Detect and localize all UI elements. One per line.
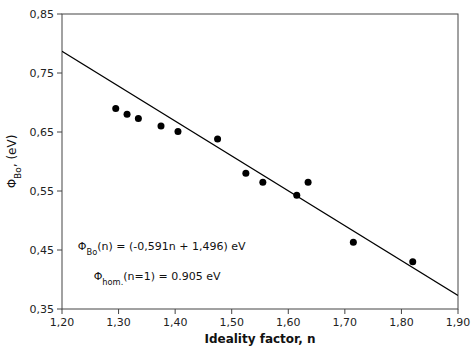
x-tick (62, 309, 63, 314)
x-tick-label: 1,60 (276, 316, 301, 329)
y-tick (57, 132, 62, 133)
axes: 1,20 1,30 1,40 1,50 1,60 1,70 1,80 1,90 0,35 0,45… (30, 8, 471, 329)
annotation: Φhom.(n=1) = 0.905 eV (94, 270, 221, 287)
x-tick (231, 309, 232, 314)
y-axis-label: ΦBo, (eV) (5, 135, 23, 189)
y-tick-label: 0,75 (30, 67, 55, 80)
x-tick-label: 1,40 (163, 316, 188, 329)
text-part: Φ (5, 179, 19, 188)
y-tick (57, 250, 62, 251)
data-point (242, 170, 249, 177)
x-tick-label: 1,70 (333, 316, 358, 329)
data-point (112, 105, 119, 112)
data-point (259, 179, 266, 186)
x-tick-label: 1,50 (219, 316, 244, 329)
x-tick (175, 309, 176, 314)
x-tick (344, 309, 345, 314)
text-part: (n) = (-0,591n + 1,496) eV (97, 240, 246, 253)
y-tick-label: 0,85 (30, 8, 55, 21)
x-tick (288, 309, 289, 314)
x-tick-label: 1,30 (106, 316, 131, 329)
plot-area (62, 51, 458, 295)
y-tick (57, 191, 62, 192)
data-point (174, 128, 181, 135)
y-tick (57, 309, 62, 310)
text-subscript: hom. (102, 277, 123, 287)
text-subscript: Bo (87, 247, 98, 257)
data-point (409, 258, 416, 265)
data-point (135, 115, 142, 122)
x-tick (458, 309, 459, 314)
background (0, 0, 474, 353)
y-tick (57, 14, 62, 15)
x-tick (401, 309, 402, 314)
text-part: , (eV) (5, 135, 19, 168)
plot-frame (62, 14, 458, 309)
y-tick-label: 0,55 (30, 185, 55, 198)
x-tick-label: 1,80 (389, 316, 414, 329)
x-tick (118, 309, 119, 314)
x-axis-label: Ideality factor, n (204, 332, 315, 346)
data-point (214, 136, 221, 143)
y-tick-label: 0,65 (30, 126, 55, 139)
chart: 1,20 1,30 1,40 1,50 1,60 1,70 1,80 1,90 0,35 0,45… (0, 0, 474, 353)
y-tick (57, 73, 62, 74)
data-point (350, 239, 357, 246)
x-tick-label: 1,20 (50, 316, 75, 329)
text-part: Φ (94, 270, 103, 283)
data-point (158, 123, 165, 130)
data-point (305, 179, 312, 186)
y-tick-label: 0,45 (30, 244, 55, 257)
regression-line (62, 51, 458, 295)
y-tick-label: 0,35 (30, 303, 55, 316)
text-part: Φ (78, 240, 87, 253)
data-point (124, 111, 131, 118)
x-tick-label: 1,90 (446, 316, 471, 329)
text-subscript: Bo (13, 167, 23, 179)
text-part: (n=1) = 0.905 eV (123, 270, 221, 283)
annotation: ΦBo(n) = (-0,591n + 1,496) eV (78, 240, 246, 257)
